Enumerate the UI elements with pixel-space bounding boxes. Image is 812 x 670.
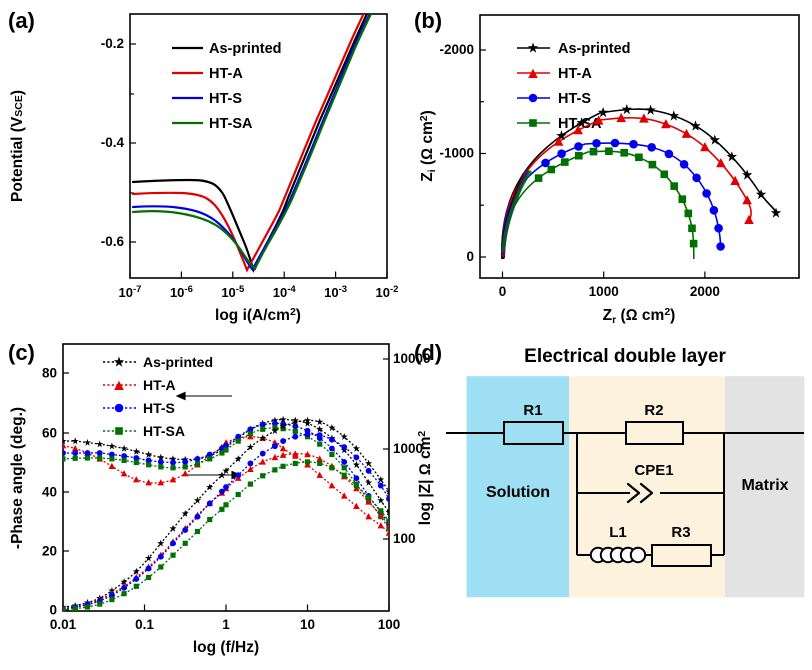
svg-text:0: 0	[466, 249, 474, 264]
svg-text:-2000: -2000	[439, 42, 474, 57]
svg-text:log (f/Hz): log (f/Hz)	[193, 639, 259, 656]
svg-text:0: 0	[499, 284, 507, 299]
svg-text:As-printed: As-printed	[209, 41, 282, 57]
svg-text:-1000: -1000	[439, 146, 474, 161]
svg-text:Solution: Solution	[486, 484, 550, 501]
svg-text:-Phase angle (deg.): -Phase angle (deg.)	[9, 407, 26, 549]
svg-text:0.01: 0.01	[50, 617, 77, 632]
svg-text:R1: R1	[523, 402, 542, 419]
svg-text:10-5: 10-5	[221, 284, 245, 300]
svg-text:-0.6: -0.6	[101, 234, 125, 249]
svg-text:HT-A: HT-A	[558, 66, 592, 82]
svg-text:10: 10	[300, 617, 315, 632]
svg-text:1000: 1000	[589, 284, 619, 299]
svg-text:0.1: 0.1	[135, 617, 154, 632]
svg-text:Matrix: Matrix	[741, 477, 788, 494]
svg-text:As-printed: As-printed	[558, 41, 631, 57]
svg-text:0: 0	[49, 603, 57, 618]
svg-text:HT-S: HT-S	[209, 91, 242, 107]
svg-text:40: 40	[42, 485, 57, 500]
svg-text:(d): (d)	[414, 340, 442, 365]
svg-text:(c): (c)	[8, 340, 35, 365]
svg-text:10-7: 10-7	[119, 284, 142, 300]
svg-text:1: 1	[222, 617, 230, 632]
svg-text:As-printed: As-printed	[143, 354, 213, 370]
svg-text:(b): (b)	[414, 8, 442, 33]
svg-text:HT-S: HT-S	[558, 91, 591, 107]
svg-text:HT-A: HT-A	[143, 377, 176, 393]
svg-text:20: 20	[42, 544, 57, 559]
svg-text:HT-SA: HT-SA	[143, 423, 185, 439]
svg-text:HT-S: HT-S	[143, 400, 175, 416]
svg-text:-0.2: -0.2	[101, 36, 124, 51]
svg-text:log i(A/cm2): log i(A/cm2)	[215, 306, 301, 324]
svg-text:60: 60	[42, 426, 57, 441]
svg-text:10-3: 10-3	[324, 284, 347, 300]
svg-text:Zr (Ω cm2): Zr (Ω cm2)	[603, 306, 676, 326]
svg-text:2000: 2000	[690, 284, 720, 299]
svg-text:CPE1: CPE1	[634, 462, 673, 479]
svg-text:L1: L1	[609, 524, 627, 541]
svg-text:-0.4: -0.4	[101, 135, 125, 150]
svg-text:10-2: 10-2	[376, 284, 399, 300]
svg-text:80: 80	[42, 366, 57, 381]
svg-text:Electrical double layer: Electrical double layer	[524, 346, 726, 367]
svg-text:R2: R2	[644, 402, 663, 419]
svg-text:R3: R3	[671, 524, 690, 541]
svg-text:(a): (a)	[8, 8, 35, 33]
svg-text:100: 100	[378, 617, 401, 632]
svg-text:HT-SA: HT-SA	[209, 116, 253, 132]
svg-text:10-4: 10-4	[273, 284, 297, 300]
svg-text:HT-A: HT-A	[209, 66, 243, 82]
svg-text:Zi (Ω cm2): Zi (Ω cm2)	[418, 110, 438, 182]
svg-text:10-6: 10-6	[170, 284, 193, 300]
svg-text:Potential (VSCE): Potential (VSCE)	[9, 90, 26, 202]
